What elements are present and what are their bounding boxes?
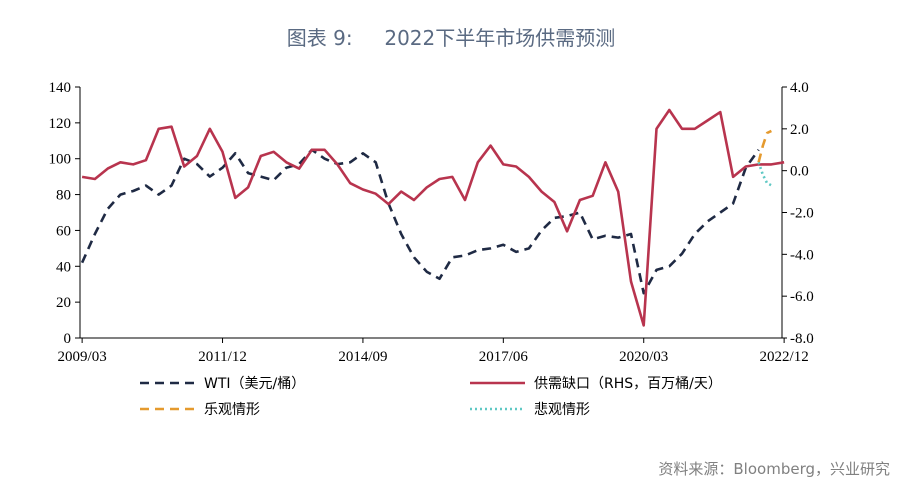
y-right-tick-label: -6.0	[790, 289, 814, 305]
series-line-1	[80, 148, 760, 295]
legend: WTI（美元/桶） 供需缺口（RHS，百万桶/天） 乐观情形 悲观情形	[140, 376, 722, 418]
x-tick-label: 2017/06	[479, 349, 529, 365]
y-right-tick-label: -2.0	[790, 206, 814, 222]
y-right-tick-label: 2.0	[790, 122, 809, 138]
y-left-tick-label: 60	[56, 223, 71, 239]
legend-label-1: WTI（美元/桶）	[204, 376, 305, 392]
series-line-3	[757, 129, 772, 163]
y-right-tick-label: 4.0	[790, 80, 809, 96]
y-right-tick-label: -4.0	[790, 247, 814, 263]
legend-label-2: 供需缺口（RHS，百万桶/天）	[534, 376, 722, 392]
series-lines	[80, 108, 785, 327]
axes: 0 20 40 60 80 100 120 140 -8.0 -6.0 -4.0 -2.0 0.0 2.0…	[49, 80, 814, 365]
y-left-tick-label: 40	[56, 259, 71, 275]
y-right-tick-label: -8.0	[790, 331, 814, 347]
x-tick-label: 2014/09	[338, 349, 387, 365]
legend-label-4: 悲观情形	[534, 401, 590, 418]
series-line-2	[81, 108, 785, 327]
y-left-tick-label: 20	[56, 295, 71, 311]
y-left-tick-label: 100	[49, 152, 72, 168]
x-tick-label: 2022/12	[760, 349, 809, 365]
y-right-tick-label: 0.0	[790, 164, 809, 180]
series-line-4	[757, 161, 772, 187]
y-left-tick-label: 80	[56, 188, 71, 204]
y-left-tick-label: 120	[49, 116, 72, 132]
legend-label-3: 乐观情形	[204, 402, 260, 418]
source-note: 资料来源：Bloomberg，兴业研究	[658, 460, 890, 478]
y-left-tick-label: 0	[64, 331, 72, 347]
x-tick-label: 2020/03	[619, 349, 668, 365]
x-tick-label: 2011/12	[198, 349, 247, 365]
chart-title: 图表 9: 2022下半年市场供需预测	[286, 26, 616, 50]
x-tick-label: 2009/03	[58, 349, 107, 365]
y-left-tick-label: 140	[49, 80, 72, 96]
